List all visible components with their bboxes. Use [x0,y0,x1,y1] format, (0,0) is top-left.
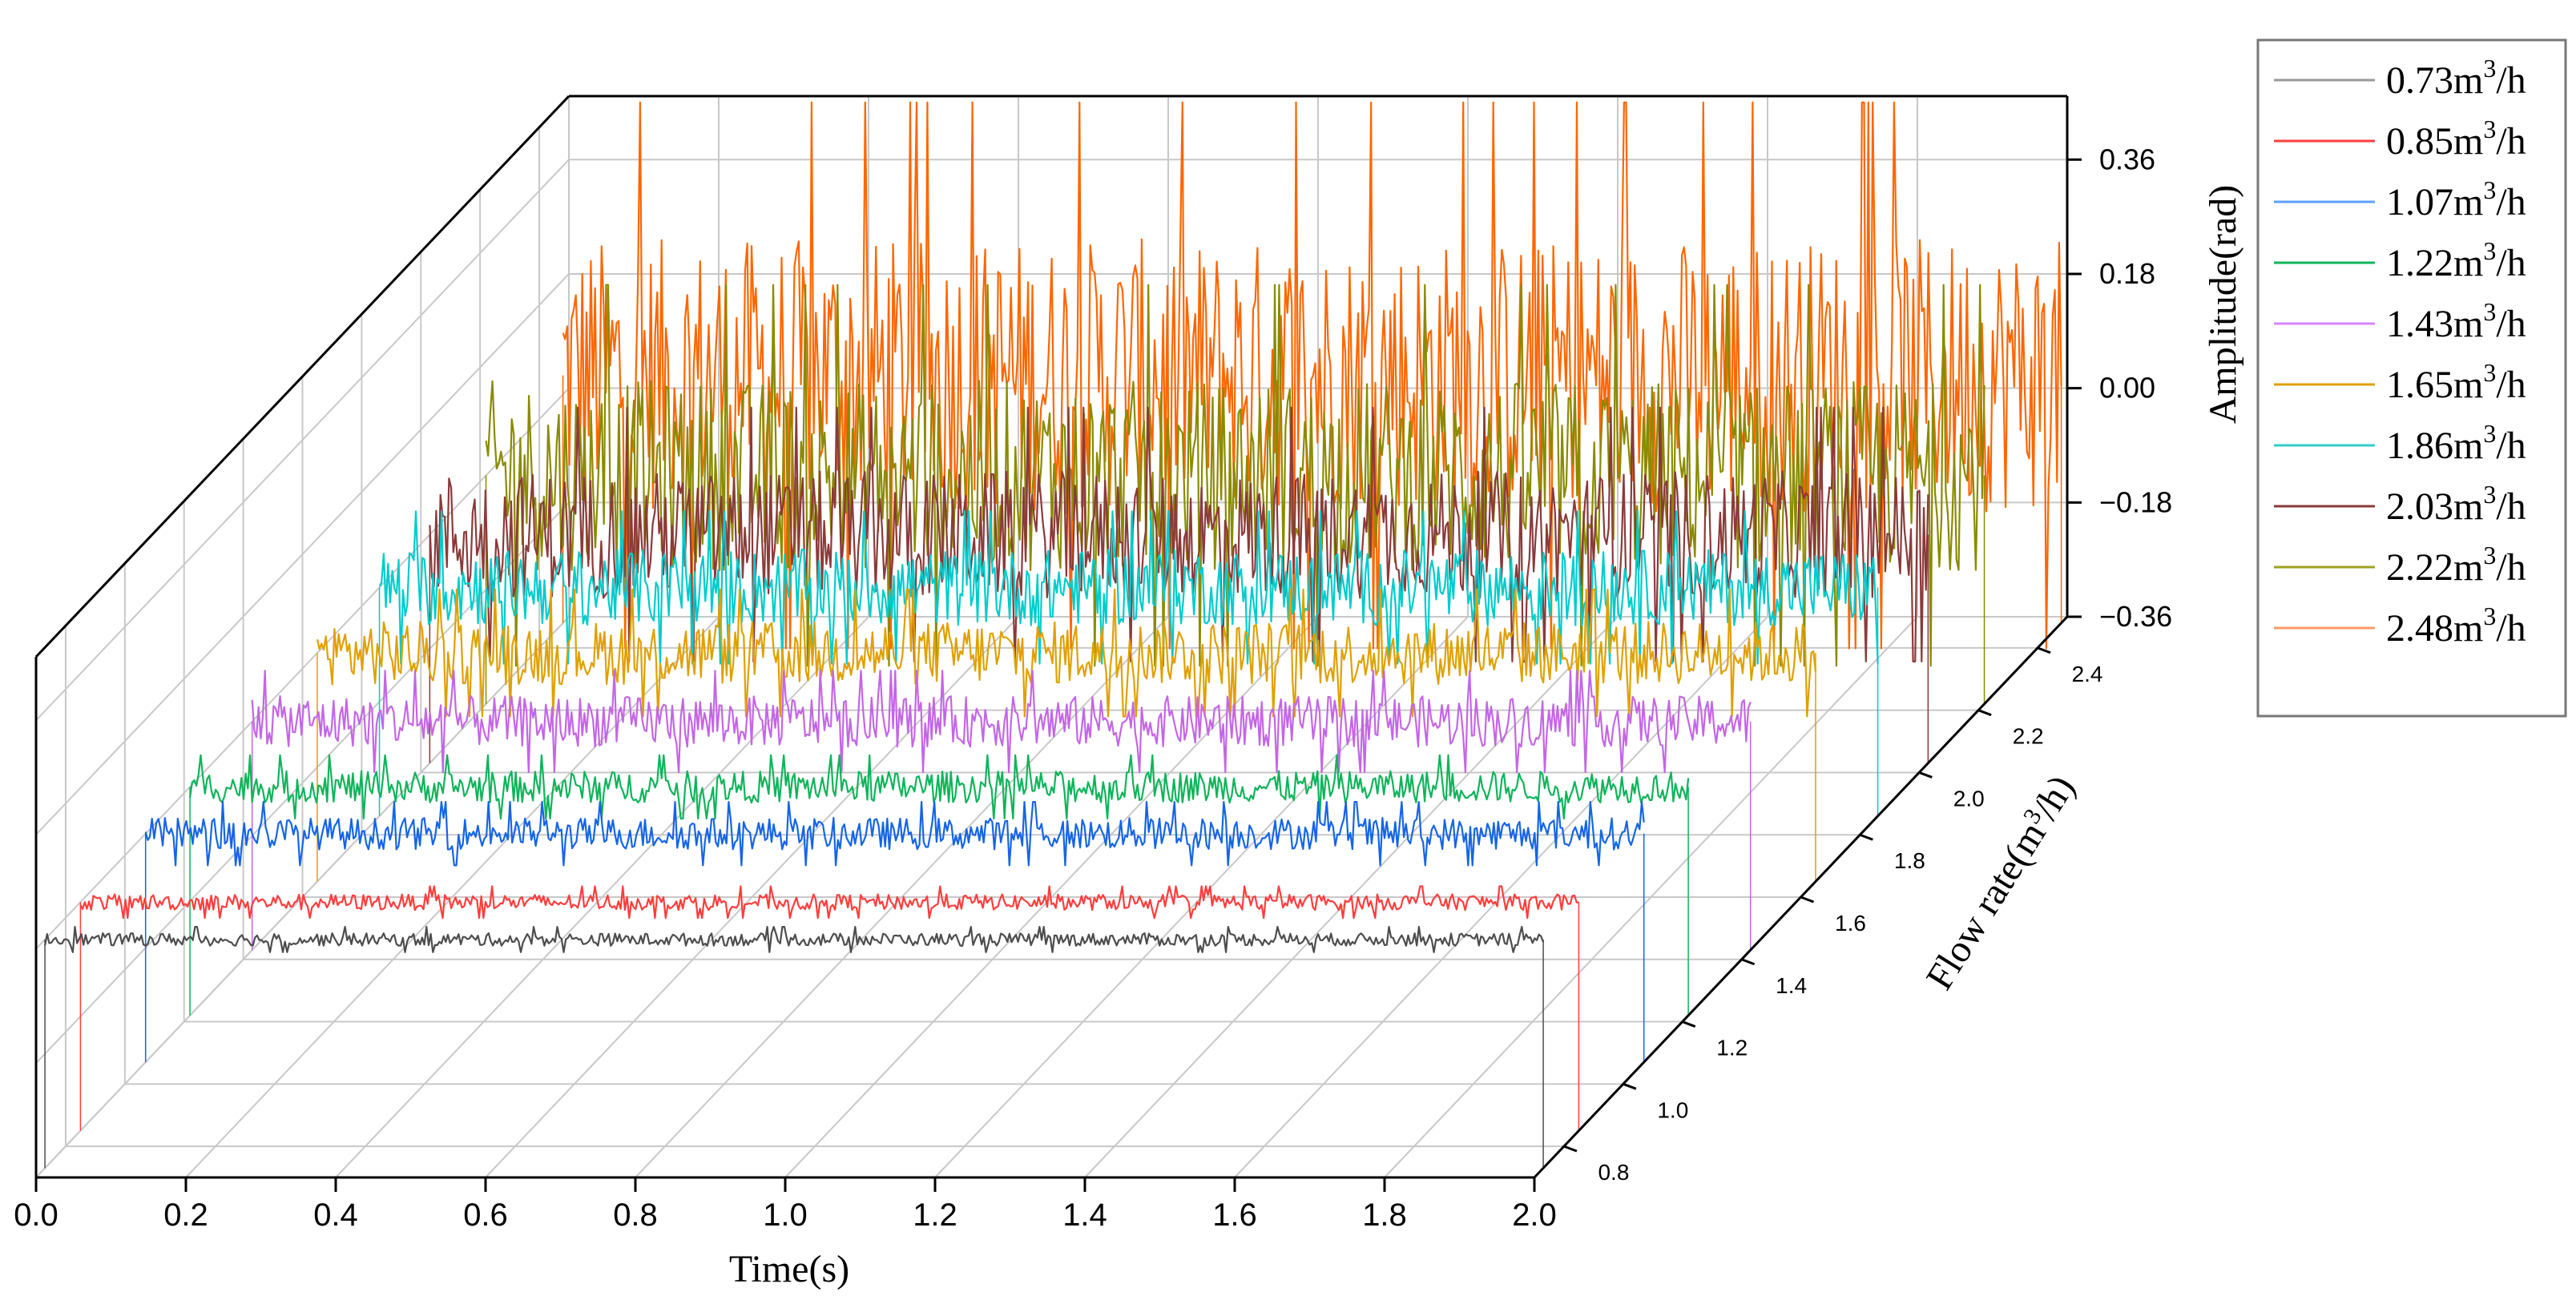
series-2 [79,885,1580,1131]
y-tick-mark [1859,833,1873,841]
legend-item-4: 1.22m3/h [2274,236,2526,284]
x-tick-label: 1.8 [1362,1197,1407,1233]
series-trace-4 [189,754,1690,820]
legend-item-3: 1.07m3/h [2274,175,2526,223]
series-trace-7 [378,510,1879,665]
legend: 0.73m3/h 0.85m3/h 1.07m3/h 1.22m3/h 1.43m3/h… [2256,38,2567,718]
z-tick-label: −0.36 [2099,600,2172,633]
legend-item-5: 1.43m3/h [2274,297,2526,345]
y-tick-label: 1.8 [1894,848,1925,873]
legend-frame [2256,38,2567,718]
y-tick-label: 1.0 [1657,1097,1688,1122]
legend-item-9: 2.22m3/h [2274,541,2526,589]
y-tick-mark [1741,958,1756,966]
legend-item-8: 2.03m3/h [2274,480,2526,528]
y-tick-label: 2.2 [2013,724,2044,749]
series-6 [316,588,1817,882]
side-grid-amp [35,387,570,950]
series-layer [44,101,2062,1169]
x-tick-label: 1.6 [1212,1197,1257,1233]
series-trace-6 [316,588,1817,718]
x-tick-label: 0.0 [14,1197,58,1233]
y-tick-mark [1563,1145,1578,1153]
box-edge [34,95,570,658]
y-tick-label: 1.2 [1716,1036,1748,1061]
x-tick-label: 0.8 [613,1197,658,1233]
x-tick-label: 1.4 [1062,1197,1107,1233]
series-trace-9 [485,284,1985,667]
x-tick-label: 1.2 [913,1197,957,1233]
legend-label: 1.86m3/h [2386,419,2526,467]
series-trace-3 [144,801,1645,867]
legend-item-6: 1.65m3/h [2274,358,2526,406]
x-axis-title: Time(s) [729,1248,849,1290]
z-tick-label: −0.18 [2099,485,2172,518]
series-trace-1 [44,926,1545,953]
legend-item-1: 0.73m3/h [2274,54,2526,102]
z-tick-label: 0.00 [2099,372,2155,404]
y-tick-label: 2.4 [2072,662,2103,686]
x-tick-label: 0.4 [313,1197,358,1233]
legend-label: 1.43m3/h [2386,297,2526,345]
x-tick-label: 0.6 [463,1197,508,1233]
series-4 [189,754,1690,1016]
legend-item-10: 2.48m3/h [2274,602,2526,650]
y-tick-mark [1623,1082,1637,1090]
legend-label: 1.07m3/h [2386,175,2526,223]
z-axis-title: Amplitude(rad) [2202,185,2244,425]
x-tick-label: 1.0 [763,1197,808,1233]
y-tick-label: 0.8 [1598,1160,1629,1185]
legend-label: 0.73m3/h [2386,54,2526,102]
side-grid-amp [35,501,570,1065]
y-tick-label: 1.4 [1776,973,1807,998]
legend-label: 1.65m3/h [2386,358,2526,406]
series-trace-5 [251,670,1752,774]
legend-item-2: 0.85m3/h [2274,115,2526,163]
y-tick-mark [1977,709,1992,717]
legend-label: 2.48m3/h [2386,602,2526,650]
series-trace-2 [79,885,1579,920]
y-tick-mark [2037,646,2051,654]
side-grid-amp [35,273,570,835]
y-tick-label: 1.6 [1835,911,1866,936]
series-8 [429,406,1929,763]
z-tick-label: 0.18 [2099,257,2155,290]
legend-label: 1.22m3/h [2386,236,2526,284]
legend-label: 2.03m3/h [2386,480,2526,528]
y-tick-mark [1918,771,1933,779]
y-tick-mark [1682,1020,1696,1028]
y-tick-mark [1800,895,1815,904]
legend-label: 0.85m3/h [2386,115,2526,163]
side-grid-amp [35,159,570,721]
legend-item-7: 1.86m3/h [2274,419,2526,467]
y-axis-title: Flow rate(m3/h) [1917,767,2083,996]
z-tick-label: 0.36 [2099,143,2155,175]
x-tick-label: 2.0 [1512,1197,1557,1233]
series-1 [44,926,1545,1169]
series-7 [378,510,1879,816]
y-tick-label: 2.0 [1953,786,1985,811]
series-3 [144,801,1645,1063]
x-tick-label: 0.2 [163,1197,208,1233]
series-trace-10 [562,101,2062,650]
legend-label: 2.22m3/h [2386,541,2526,589]
series-trace-8 [429,406,1929,662]
axis-layer: 0.0 0.2 0.4 0.6 0.8 1.0 1.2 1.4 1.6 1.8 2.0 0.8 1.0 1… [14,95,2172,1233]
